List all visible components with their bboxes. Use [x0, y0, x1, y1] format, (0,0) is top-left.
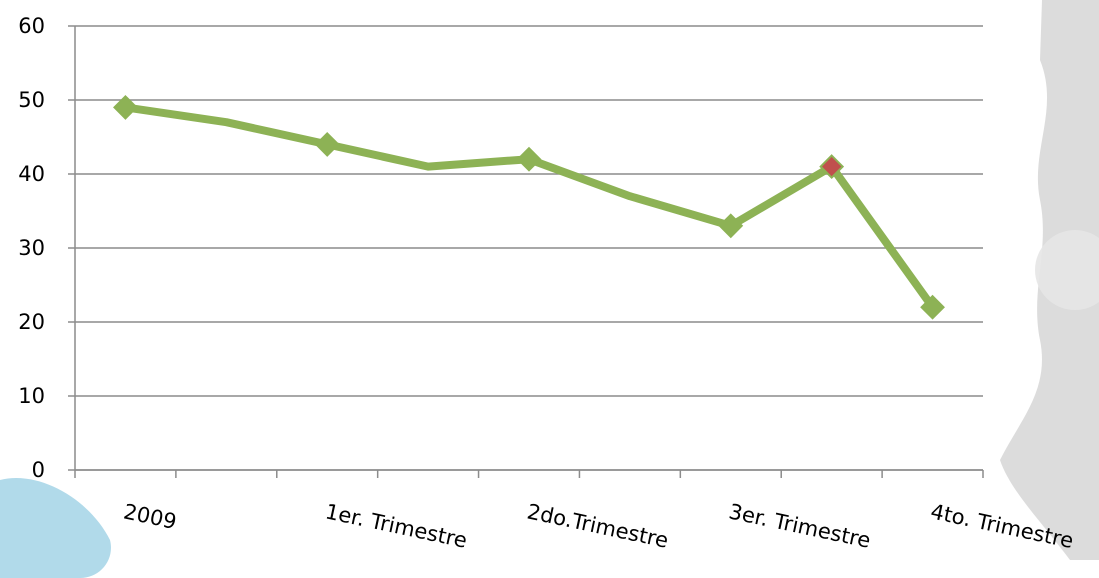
y-tick-labels: 0 10 20 30 40 50 60 [18, 14, 45, 482]
gray-wheel-decoration [1035, 230, 1099, 310]
x-tick-label-4: 2do.Trimestre [525, 499, 671, 552]
axes [68, 25, 984, 478]
y-tick-label-0: 0 [32, 458, 45, 482]
y-tick-label-60: 60 [18, 14, 45, 38]
y-tick-label-40: 40 [18, 162, 45, 186]
data-point-0-6 [718, 213, 744, 239]
y-tick-label-30: 30 [18, 236, 45, 260]
x-tick-label-0: 2009 [121, 499, 178, 534]
series-line-0 [121, 103, 937, 312]
x-tick-label-6: 3er. Trimestre [727, 499, 873, 552]
y-tick-label-50: 50 [18, 88, 45, 112]
data-point-0-0 [113, 94, 138, 120]
x-tick-label-2: 1er. Trimestre [323, 499, 469, 552]
data-point-0-7 [819, 154, 845, 180]
data-point-0-4 [516, 146, 542, 172]
y-tick-label-20: 20 [18, 310, 45, 334]
marker-layer [113, 94, 945, 320]
data-point-0-2 [314, 131, 340, 157]
x-tick-labels: 2009 1er. Trimestre 2do.Trimestre 3er. Trim… [121, 499, 1075, 553]
grid [75, 25, 983, 471]
series-layer [121, 103, 937, 312]
y-tick-label-10: 10 [18, 384, 45, 408]
data-point-0-8 [920, 294, 945, 320]
blue-blob-decoration [0, 478, 111, 578]
